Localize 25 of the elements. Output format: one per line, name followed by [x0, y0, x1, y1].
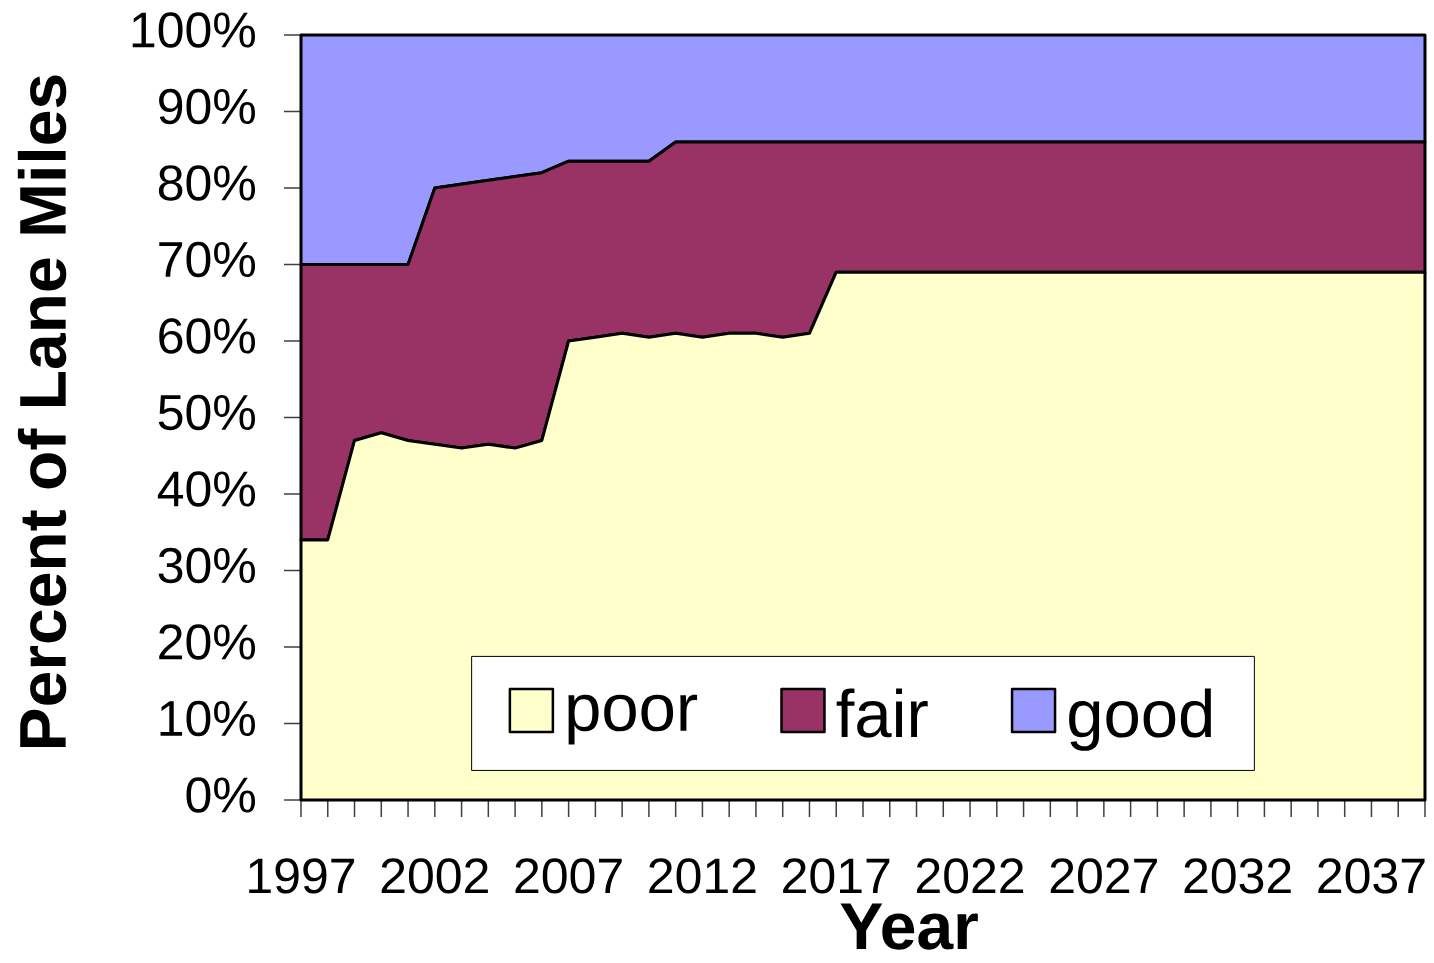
y-tick-label: 100%	[132, 12, 255, 48]
y-tick-label: 80%	[158, 165, 255, 201]
y-tick-label: 0%	[186, 777, 255, 813]
x-tick-label: 2032	[1184, 858, 1291, 894]
x-tick-label: 2007	[515, 858, 622, 894]
y-tick-label: 40%	[157, 471, 255, 507]
series-label: poor	[568, 694, 698, 745]
x-tick-label: 2017	[783, 858, 890, 894]
y-tick-label: 60%	[159, 318, 255, 354]
x-tick-label: 2012	[649, 858, 756, 894]
series-label: fair	[836, 688, 928, 738]
y-tick-label: 70%	[159, 241, 255, 278]
y-tick-label: 30%	[158, 547, 255, 584]
y-tick-label: 50%	[158, 394, 255, 431]
y-axis-title: Percent of Lane Miles	[17, 75, 67, 747]
y-tick-label: 90%	[159, 88, 255, 125]
x-tick-label: 2027	[1050, 858, 1157, 894]
x-tick-label: 2037	[1318, 858, 1425, 894]
x-axis-title: Year	[840, 903, 978, 950]
x-tick-label: 1997	[249, 858, 355, 894]
y-tick-label: 20%	[159, 624, 255, 660]
x-tick-label: 2002	[381, 858, 488, 894]
y-tick-label: 10%	[160, 700, 255, 737]
series-label: good	[1069, 688, 1211, 751]
x-tick-label: 2022	[916, 858, 1024, 894]
